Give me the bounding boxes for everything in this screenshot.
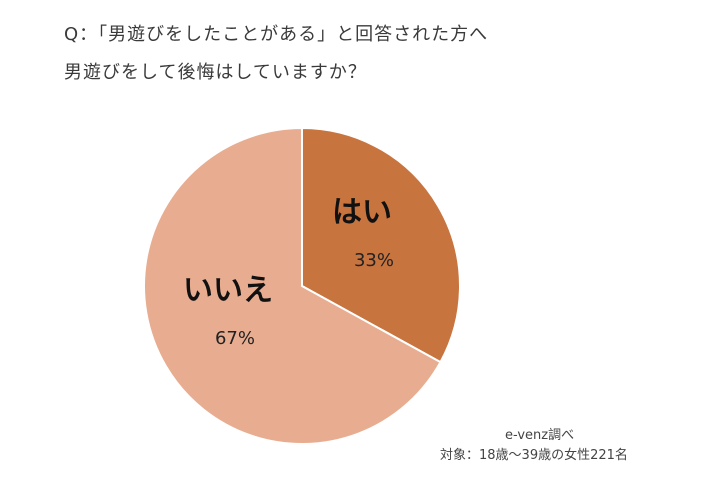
pie-slice-yes [301, 126, 461, 364]
slice-value-yes: 33% [354, 250, 394, 271]
pie-slice-no [143, 126, 442, 445]
slice-value-no: 67% [215, 328, 255, 349]
pie-slices [143, 126, 461, 445]
target-note: 対象：18歳〜39歳の女性221名 [440, 448, 628, 463]
slice-label-yes: はい [332, 195, 392, 230]
question-line-1: Q：「男遊びをしたことがある」と回答された方へ [64, 24, 489, 45]
question-line-2: 男遊びをして後悔はしていますか？ [64, 62, 367, 83]
slice-label-no: いいえ [183, 273, 273, 308]
source-note: e-venz調べ [505, 428, 575, 443]
